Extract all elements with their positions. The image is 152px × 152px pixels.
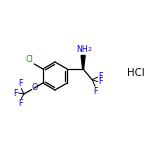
Text: F: F xyxy=(93,87,97,96)
Text: F: F xyxy=(13,88,18,97)
Text: HCl: HCl xyxy=(127,68,145,78)
Text: F: F xyxy=(98,72,103,81)
Text: F: F xyxy=(19,99,23,108)
Text: NH: NH xyxy=(77,45,88,54)
Text: F: F xyxy=(19,79,23,88)
Text: 2: 2 xyxy=(87,47,91,52)
Text: Cl: Cl xyxy=(26,55,34,64)
Text: F: F xyxy=(98,77,103,86)
Text: O: O xyxy=(31,83,37,93)
Polygon shape xyxy=(81,55,85,69)
